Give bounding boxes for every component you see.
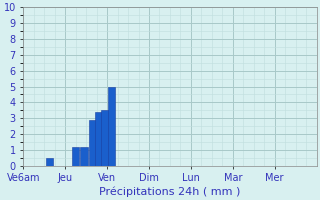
Bar xyxy=(72,147,79,166)
X-axis label: Précipitations 24h ( mm ): Précipitations 24h ( mm ) xyxy=(99,186,241,197)
Bar xyxy=(108,87,115,166)
Bar xyxy=(95,112,102,166)
Bar xyxy=(46,158,53,166)
Bar xyxy=(80,147,88,166)
Bar xyxy=(101,110,109,166)
Bar xyxy=(89,120,96,166)
